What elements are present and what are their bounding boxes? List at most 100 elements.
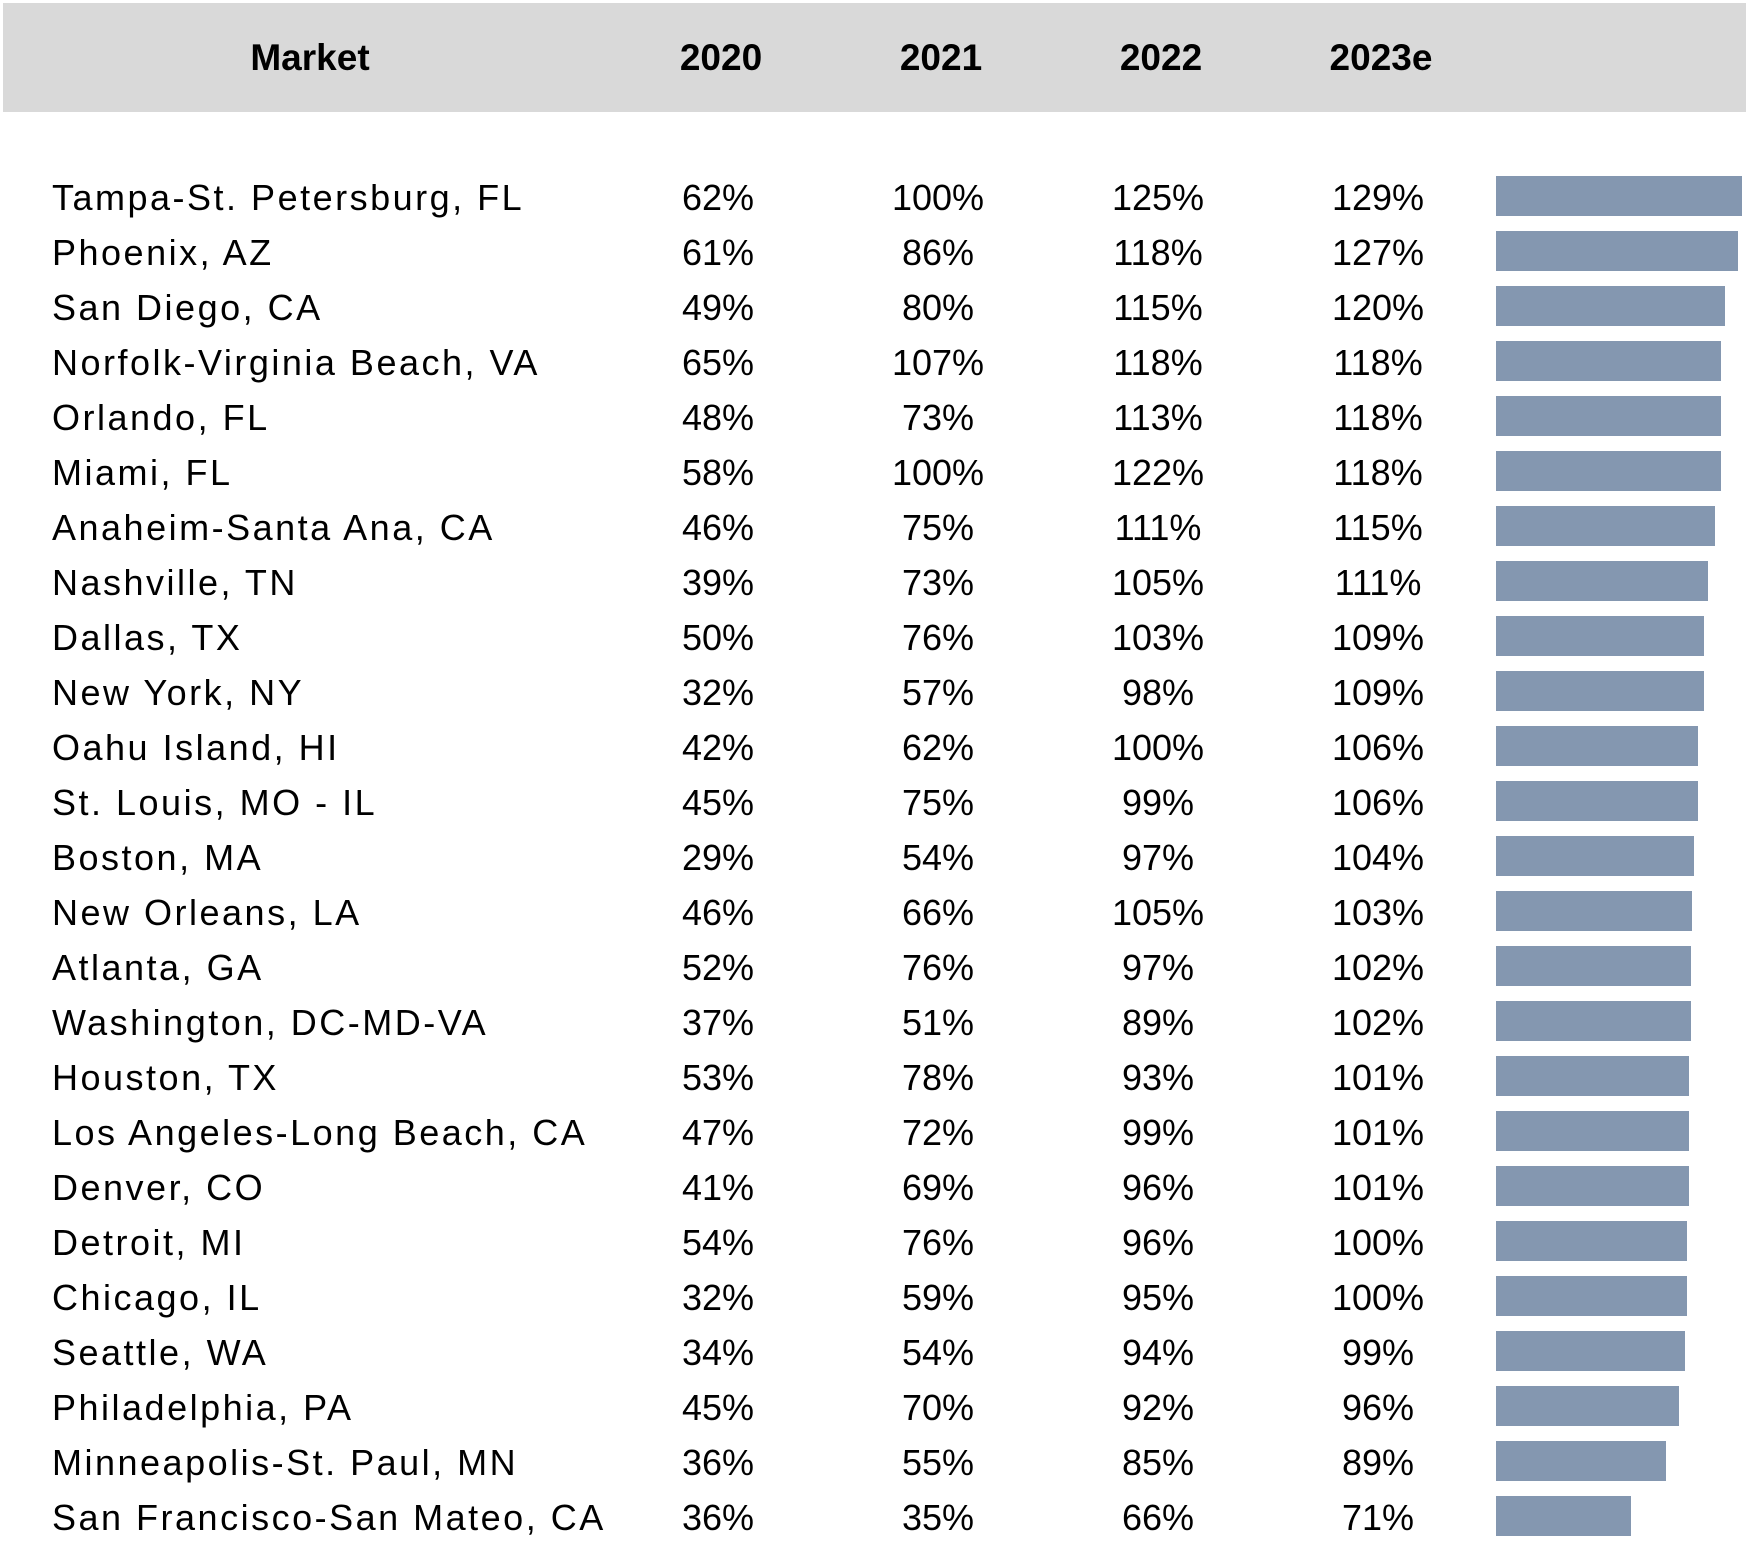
value-2023: 102% [1331, 1002, 1425, 1043]
market-name: Oahu Island, HI [52, 727, 340, 768]
table-row: Tampa-St. Petersburg, FL 62% 100% 125% 129% [0, 170, 1750, 225]
value-2022: 100% [1111, 727, 1205, 768]
data-bar [1496, 836, 1694, 876]
market-name: San Diego, CA [52, 287, 323, 328]
value-2021: 75% [901, 782, 975, 823]
value-2020: 45% [681, 782, 755, 823]
market-name: Tampa-St. Petersburg, FL [52, 177, 525, 218]
market-name: Houston, TX [52, 1057, 279, 1098]
market-name: Seattle, WA [52, 1332, 269, 1373]
value-2020: 36% [681, 1497, 755, 1538]
table-row: Seattle, WA 34% 54% 94% 99% [0, 1325, 1750, 1380]
value-2023: 115% [1333, 507, 1423, 548]
value-2022: 97% [1121, 837, 1195, 878]
value-2021: 35% [901, 1497, 975, 1538]
value-2022: 105% [1111, 892, 1205, 933]
value-2021: 76% [901, 1222, 975, 1263]
data-bar [1496, 286, 1725, 326]
value-2023: 129% [1331, 177, 1425, 218]
value-2020: 37% [681, 1002, 755, 1043]
table-row: Denver, CO 41% 69% 96% 101% [0, 1160, 1750, 1215]
market-name: Dallas, TX [52, 617, 243, 658]
market-name: St. Louis, MO - IL [52, 782, 378, 823]
table-header: Market 2020 2021 2022 2023e [3, 3, 1746, 112]
value-2022: 95% [1121, 1277, 1195, 1318]
value-2020: 29% [681, 837, 755, 878]
value-2021: 107% [891, 342, 985, 383]
value-2020: 32% [681, 1277, 755, 1318]
data-bar [1496, 451, 1721, 491]
value-2021: 66% [901, 892, 975, 933]
header-market: Market [250, 37, 370, 78]
value-2022: 97% [1121, 947, 1195, 988]
value-2023: 109% [1331, 617, 1425, 658]
value-2020: 39% [681, 562, 755, 603]
value-2020: 48% [681, 397, 755, 438]
value-2023: 101% [1331, 1167, 1425, 1208]
value-2021: 100% [891, 452, 985, 493]
value-2023: 96% [1341, 1387, 1415, 1428]
data-bar [1496, 1221, 1687, 1261]
data-bar [1496, 341, 1721, 381]
data-bar [1496, 891, 1692, 931]
market-name: Philadelphia, PA [52, 1387, 354, 1428]
data-bar [1496, 946, 1691, 986]
table-row: New Orleans, LA 46% 66% 105% 103% [0, 885, 1750, 940]
value-2020: 45% [681, 1387, 755, 1428]
table-row: Washington, DC-MD-VA 37% 51% 89% 102% [0, 995, 1750, 1050]
market-name: Minneapolis-St. Paul, MN [52, 1442, 519, 1483]
table-row: Oahu Island, HI 42% 62% 100% 106% [0, 720, 1750, 775]
value-2023: 106% [1331, 782, 1425, 823]
value-2021: 55% [901, 1442, 975, 1483]
table-row: San Diego, CA 49% 80% 115% 120% [0, 280, 1750, 335]
value-2021: 76% [901, 617, 975, 658]
data-bar [1496, 1276, 1687, 1316]
value-2020: 61% [681, 232, 755, 273]
table-row: Houston, TX 53% 78% 93% 101% [0, 1050, 1750, 1105]
data-bar [1496, 781, 1698, 821]
value-2023: 101% [1331, 1112, 1425, 1153]
value-2021: 86% [901, 232, 975, 273]
table-row: St. Louis, MO - IL 45% 75% 99% 106% [0, 775, 1750, 830]
market-name: Boston, MA [52, 837, 264, 878]
table-row: Chicago, IL 32% 59% 95% 100% [0, 1270, 1750, 1325]
market-name: Norfolk-Virginia Beach, VA [52, 342, 540, 383]
table-row: Philadelphia, PA 45% 70% 92% 96% [0, 1380, 1750, 1435]
value-2023: 101% [1331, 1057, 1425, 1098]
table-row: Minneapolis-St. Paul, MN 36% 55% 85% 89% [0, 1435, 1750, 1490]
table-row: San Francisco-San Mateo, CA 36% 35% 66% 71% [0, 1490, 1750, 1545]
data-bar [1496, 616, 1704, 656]
header-2023e: 2023e [1329, 37, 1433, 78]
value-2021: 54% [901, 837, 975, 878]
market-name: Phoenix, AZ [52, 232, 274, 273]
value-2021: 54% [901, 1332, 975, 1373]
value-2020: 58% [681, 452, 755, 493]
value-2020: 46% [681, 892, 755, 933]
market-name: Detroit, MI [52, 1222, 246, 1263]
data-bar [1496, 1386, 1679, 1426]
value-2021: 76% [901, 947, 975, 988]
value-2023: 118% [1333, 342, 1423, 383]
data-bar [1496, 506, 1715, 546]
market-name: New York, NY [52, 672, 305, 713]
value-2021: 73% [901, 562, 975, 603]
value-2021: 80% [901, 287, 975, 328]
data-bar [1496, 1001, 1691, 1041]
value-2022: 96% [1121, 1222, 1195, 1263]
market-name: Miami, FL [52, 452, 233, 493]
value-2020: 36% [681, 1442, 755, 1483]
market-name: Nashville, TN [52, 562, 298, 603]
value-2021: 73% [901, 397, 975, 438]
data-bar [1496, 1111, 1689, 1151]
value-2021: 75% [901, 507, 975, 548]
value-2023: 127% [1331, 232, 1425, 273]
table-row: Norfolk-Virginia Beach, VA 65% 107% 118% 118… [0, 335, 1750, 390]
value-2020: 34% [681, 1332, 755, 1373]
value-2023: 99% [1341, 1332, 1415, 1373]
data-bar [1496, 1166, 1689, 1206]
value-2022: 98% [1121, 672, 1195, 713]
table-row: Atlanta, GA 52% 76% 97% 102% [0, 940, 1750, 995]
value-2020: 53% [681, 1057, 755, 1098]
value-2022: 93% [1121, 1057, 1195, 1098]
value-2023: 103% [1331, 892, 1425, 933]
